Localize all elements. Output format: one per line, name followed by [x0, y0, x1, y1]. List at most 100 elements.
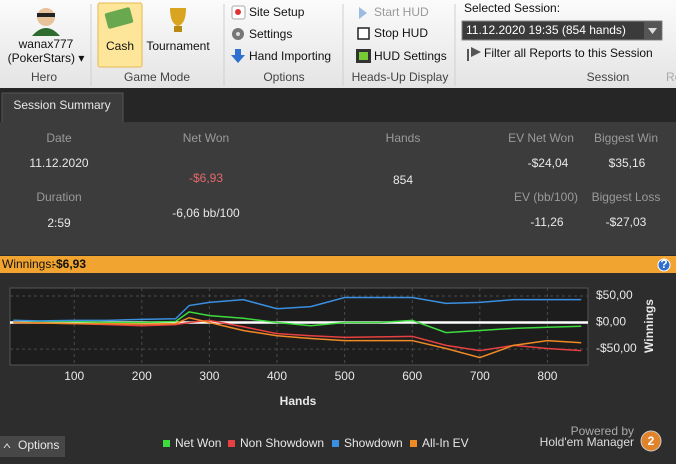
x-tick-label: 300 — [199, 369, 219, 383]
session-title: Selected Session: — [464, 1, 560, 15]
brand-version: 2 — [648, 434, 655, 448]
avatar-glasses — [37, 13, 55, 17]
winnings-label: Winnings: — [2, 257, 55, 271]
stat-label: Date — [46, 131, 72, 145]
x-tick-label: 700 — [470, 369, 490, 383]
tab-label: Session Summary — [13, 98, 110, 112]
gear-hole — [236, 32, 240, 36]
group-label: Heads-Up Display — [352, 70, 449, 84]
settings-button[interactable]: Settings — [232, 27, 292, 41]
option-label: Settings — [249, 27, 292, 41]
help-button[interactable]: ? — [657, 257, 671, 272]
legend-swatch — [332, 440, 339, 447]
options-box — [0, 436, 65, 457]
brand: Hold'em Manager — [540, 435, 634, 449]
group-label: Game Mode — [124, 70, 190, 84]
trophy-icon — [170, 8, 186, 26]
stat-value: -11,26 — [530, 215, 563, 229]
x-tick-label: 600 — [402, 369, 422, 383]
tournament-button[interactable]: Tournament — [146, 8, 210, 53]
brand-badge — [640, 430, 662, 452]
x-tick-label: 500 — [335, 369, 355, 383]
cash-label: Cash — [106, 39, 134, 53]
legend-swatch — [410, 440, 417, 447]
hand-importing-button[interactable]: Hand Importing — [231, 49, 331, 63]
tournament-label: Tournament — [146, 39, 210, 53]
stat-label: Net Won — [183, 131, 229, 145]
hero-name: wanax777 — [18, 37, 74, 51]
stat-label: Biggest Win — [594, 131, 658, 145]
winnings-value: -$6,93 — [52, 257, 86, 271]
plot-area — [9, 287, 589, 366]
hud-label: Stop HUD — [374, 26, 428, 40]
stat-value: -$27,03 — [606, 215, 647, 229]
stat-value: -$24,04 — [528, 156, 569, 170]
x-axis-label: Hands — [280, 394, 317, 408]
x-tick-label: 200 — [132, 369, 152, 383]
option-label: Site Setup — [249, 5, 305, 19]
dropdown-box — [461, 20, 663, 41]
y-axis-label: Winnings — [642, 299, 656, 353]
trophy-base — [174, 26, 182, 32]
help-glyph: ? — [660, 257, 667, 271]
icon-dot — [235, 9, 241, 15]
y-tick-label: -$50,00 — [596, 341, 637, 355]
start-hud-button[interactable]: Start HUD — [359, 5, 429, 19]
plot: -$50,00 $0,00 $50,00 100 200 300 400 500 600 700 8… — [10, 288, 637, 383]
stat-value: 2:59 — [47, 216, 71, 230]
hud-icon-screen — [359, 52, 368, 60]
stat-label: EV (bb/100) — [514, 190, 578, 204]
filter-label: Filter all Reports to this Session — [484, 46, 653, 60]
stat-value: $35,16 — [609, 156, 646, 170]
stat-sub: -6,06 bb/100 — [172, 206, 240, 220]
stop-hud-button[interactable]: Stop HUD — [357, 26, 428, 40]
winnings-bar — [0, 256, 676, 273]
powered-by: Powered by — [571, 424, 634, 438]
cut-label: Re — [666, 70, 676, 84]
y-tick-label: $0,00 — [596, 315, 626, 329]
group-label: Hero — [31, 70, 57, 84]
session-summary-tab[interactable]: Session Summary — [1, 92, 124, 124]
series-line — [13, 311, 582, 334]
legend-label: Non Showdown — [240, 436, 324, 450]
site-setup-button[interactable]: Site Setup — [231, 5, 305, 20]
dropdown-arrow — [648, 28, 657, 34]
legend-swatch — [228, 440, 235, 447]
help-icon — [657, 258, 671, 272]
options-label: Options — [18, 438, 59, 452]
filter-icon — [467, 47, 481, 61]
group-label: Options — [263, 70, 304, 84]
dropdown-text: 11.12.2020 19:35 (854 hands) — [466, 23, 626, 37]
legend-label: All-In EV — [422, 436, 469, 450]
legend-swatch — [163, 440, 170, 447]
filter-button[interactable]: Filter all Reports to this Session — [467, 46, 653, 61]
cash-icon — [104, 7, 134, 29]
hud-label: Start HUD — [374, 5, 429, 19]
hero-button[interactable]: wanax777 (PokerStars) ▾ — [8, 8, 85, 65]
session-dropdown[interactable]: 11.12.2020 19:35 (854 hands) — [461, 20, 663, 41]
caret — [3, 443, 11, 449]
cash-button[interactable]: Cash — [97, 2, 143, 68]
summary-panel — [0, 122, 676, 255]
stat-label: Hands — [386, 131, 421, 145]
stat-value: 11.12.2020 — [29, 156, 88, 170]
legend-label: Net Won — [175, 436, 221, 450]
option-label: Hand Importing — [249, 49, 331, 63]
stat-label: Duration — [36, 190, 81, 204]
x-tick-label: 800 — [537, 369, 557, 383]
group-label: Session — [587, 70, 630, 84]
hud-label: HUD Settings — [374, 49, 447, 63]
stat-label: EV Net Won — [508, 131, 574, 145]
hero-site: (PokerStars) ▾ — [8, 51, 85, 65]
series-line — [13, 316, 582, 359]
series-line — [13, 296, 582, 322]
avatar-body — [32, 28, 60, 36]
hud-settings-button[interactable]: HUD Settings — [356, 49, 447, 63]
hands-value: 854 — [393, 173, 413, 187]
legend-label: Showdown — [344, 436, 403, 450]
series-line — [13, 319, 582, 352]
import-icon — [231, 49, 245, 63]
options-button[interactable]: Options — [0, 436, 65, 457]
legend: Net Won Non Showdown Showdown All-In EV — [163, 436, 469, 450]
